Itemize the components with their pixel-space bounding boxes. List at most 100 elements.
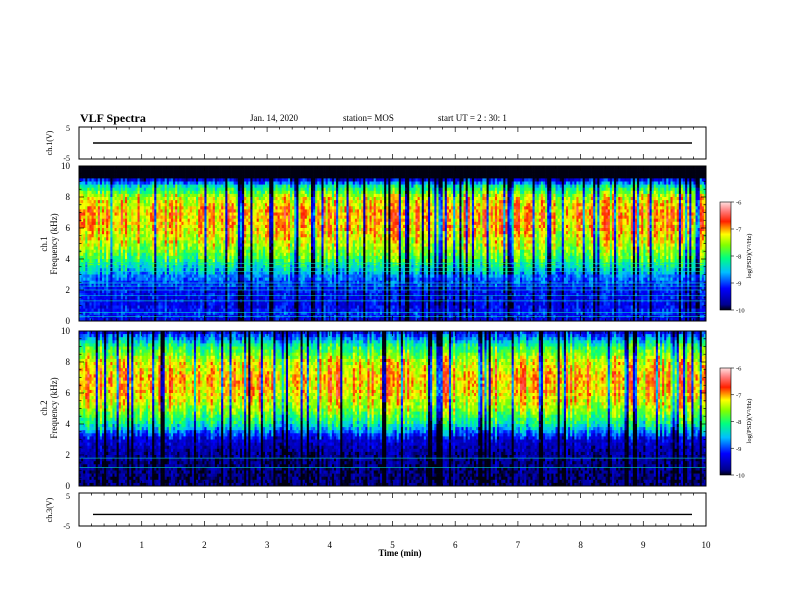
spectrogram-cell [101,206,105,210]
spectrogram-cell [588,212,592,216]
spectrogram-cell [676,197,680,201]
spectrogram-cell [145,169,149,173]
spectrogram-cell [561,169,565,173]
spectrogram-cell [269,169,272,173]
spectrogram-cell [321,209,324,213]
spectrogram-cell [221,197,224,201]
spectrogram-cell [206,178,209,182]
spectrogram-cell [693,203,696,207]
spectrogram-cell [478,172,481,176]
spectrogram-cell [189,181,193,185]
spectrogram-cell [187,175,191,179]
spectrogram-cell [377,209,381,213]
spectrogram-cell [693,178,696,182]
spectrogram-cell [219,193,222,198]
spectrogram-cell [620,200,623,204]
spectrogram-cell [643,169,646,173]
spectrogram-cell [185,178,189,182]
spectrogram-cell [411,206,414,210]
spectrogram-cell [365,169,368,173]
spectrogram-cell [290,181,293,185]
ch1-waveform-ytick-top: 5 [66,124,70,133]
spectrogram-cell [129,181,132,185]
spectrogram-cell [670,193,673,198]
spectrogram-cell [622,187,625,192]
spectrogram-cell [545,212,548,216]
spectrogram-cell [538,166,542,170]
spectrogram-cell [363,184,366,189]
spectrogram-cell [315,190,318,195]
spectrogram-cell [373,172,377,176]
spectrogram-cell [288,197,291,201]
spectrogram-cell [440,166,444,170]
spectrogram-cell [202,181,205,185]
spectrogram-cell [336,209,339,213]
spectrogram-cell [135,203,138,207]
spectrogram-cell [670,187,673,192]
spectrogram-cell [614,212,617,216]
spectrogram-cell [448,197,452,201]
spectrogram-cell [168,215,172,220]
spectrogram-cell [409,181,412,185]
spectrogram-cell [607,212,611,216]
spectrogram-cell [260,193,264,198]
spectrogram-cell [89,200,92,204]
spectrogram-cell [260,172,264,176]
spectrogram-cell [497,197,500,201]
spectrogram-cell [444,206,448,210]
spectrogram-cell [379,206,383,210]
spectrogram-cell [79,175,82,179]
spectrogram-cell [517,190,521,195]
spectrogram-cell [405,172,408,176]
spectrogram-cell [252,178,255,182]
spectrogram-cell [432,181,435,185]
spectrogram-cell [185,206,189,210]
spectrogram-cell [116,200,120,204]
spectrogram-cell [565,184,569,189]
spectrogram-cell [377,212,381,216]
spectrogram-cell [626,190,630,195]
spectrogram-cell [239,175,243,179]
spectrogram-cell [455,190,458,195]
spectrogram-cell [310,166,314,170]
spectrogram-cell [689,172,692,176]
spectrogram-cell [699,172,703,176]
spectrogram-cell [214,169,218,173]
spectrogram-cell [699,178,703,182]
spectrogram-cell [553,190,556,195]
spectrogram-cell [580,203,584,207]
spectrogram-cell [676,172,680,176]
spectrogram-cell [150,172,153,176]
spectrogram-cell [597,193,600,198]
spectrogram-cell [296,172,299,176]
spectrogram-cell [405,203,408,207]
spectrogram-cell [536,200,540,204]
spectrogram-cell [490,169,494,173]
spectrogram-cell [269,206,272,210]
spectrogram-cell [668,200,671,204]
spectrogram-cell [315,212,318,216]
spectrogram-cell [425,209,429,213]
spectrogram-cell [605,200,609,204]
spectrogram-cell [97,200,101,204]
spectrogram-cell [390,209,393,213]
spectrogram-cell [388,187,391,192]
spectrogram-cell [396,169,400,173]
spectrogram-cell [269,172,272,176]
spectrogram-cell [288,200,291,204]
spectrogram-cell [216,206,220,210]
spectrogram-cell [549,169,552,173]
spectrogram-cell [214,172,218,176]
spectrogram-cell [173,187,176,192]
spectrogram-cell [200,197,203,201]
spectrogram-cell [388,169,391,173]
spectrogram-cell [89,175,92,179]
spectrogram-cell [634,206,638,210]
spectrogram-cell [666,200,669,204]
spectrogram-cell [409,187,412,192]
spectrogram-cell [346,169,349,173]
spectrogram-cell [279,212,283,216]
spectrogram-cell [177,187,180,192]
spectrogram-cell [191,209,195,213]
spectrogram-cell [254,175,257,179]
